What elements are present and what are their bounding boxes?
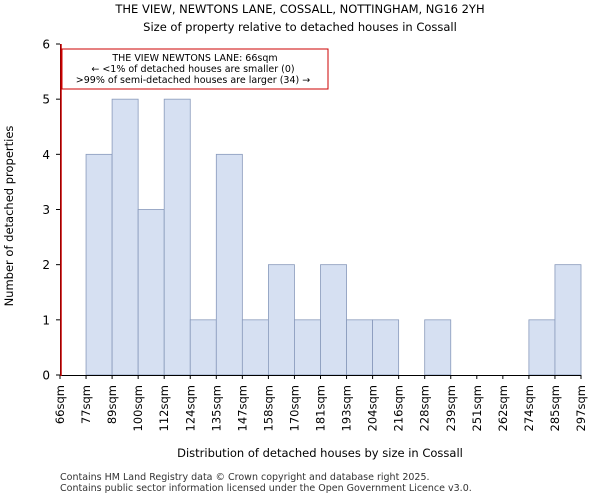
bar-204sqm <box>372 319 400 376</box>
x-tick-label: 135sqm <box>209 385 223 431</box>
bar-228sqm <box>424 319 452 376</box>
bar-124sqm <box>189 319 217 376</box>
x-tick-label: 285sqm <box>548 385 562 431</box>
y-tick-label: 0 <box>42 369 50 383</box>
y-tick-label: 2 <box>42 258 50 272</box>
chart-subtitle: Size of property relative to detached ho… <box>143 20 457 34</box>
footer-licence: Contains public sector information licen… <box>60 483 472 494</box>
bar-181sqm <box>320 264 347 376</box>
x-tick-label: 124sqm <box>183 385 197 431</box>
bar-112sqm <box>163 98 191 376</box>
bar-77sqm <box>85 153 113 376</box>
x-tick-label: 77sqm <box>79 385 93 424</box>
x-axis-ticks: 66sqm 77sqm 89sqm 100sqm 112sqm 124sqm 135sqm 1… <box>53 375 588 431</box>
x-tick-label: 66sqm <box>53 385 67 424</box>
bar-135sqm <box>215 153 243 376</box>
x-tick-label: 170sqm <box>287 385 301 431</box>
x-tick-label: 193sqm <box>340 385 354 431</box>
x-tick-label: 89sqm <box>105 385 119 424</box>
x-tick-label: 228sqm <box>418 385 432 431</box>
annotation-line-3: >99% of semi-detached houses are larger … <box>76 75 310 86</box>
bar-89sqm <box>111 98 139 376</box>
annotation-frame <box>61 48 329 90</box>
bar-100sqm <box>137 209 165 376</box>
bar-158sqm <box>267 264 295 376</box>
x-tick-label: 274sqm <box>522 385 536 431</box>
y-tick-label: 1 <box>42 313 50 327</box>
x-tick-label: 147sqm <box>235 385 249 431</box>
y-tick-label: 3 <box>42 203 50 217</box>
x-tick-label: 262sqm <box>496 385 510 431</box>
x-tick-label: 239sqm <box>444 385 458 431</box>
x-tick-label: 112sqm <box>157 385 171 431</box>
annotation-line-1: THE VIEW NEWTONS LANE: 66sqm <box>111 53 277 64</box>
x-tick-label: 204sqm <box>366 385 380 431</box>
y-tick-label: 4 <box>42 148 50 162</box>
y-axis-label: Number of detached properties <box>2 126 16 307</box>
x-tick-label: 181sqm <box>314 385 328 431</box>
footer-copyright: Contains HM Land Registry data © Crown c… <box>60 472 430 483</box>
y-axis-ticks: 0 1 2 3 4 5 6 <box>42 38 60 383</box>
bar-274sqm <box>528 319 556 376</box>
x-axis-label: Distribution of detached houses by size … <box>177 446 463 460</box>
y-tick-label: 5 <box>42 93 50 107</box>
annotation-line-2: ← <1% of detached houses are smaller (0) <box>91 64 294 75</box>
chart-title: THE VIEW, NEWTONS LANE, COSSALL, NOTTING… <box>114 2 484 16</box>
bars <box>85 98 582 376</box>
annotation-box: THE VIEW NEWTONS LANE: 66sqm ← <1% of de… <box>61 48 329 90</box>
x-tick-label: 297sqm <box>574 385 588 431</box>
bar-147sqm <box>241 319 269 376</box>
x-tick-label: 251sqm <box>470 385 484 431</box>
x-tick-label: 100sqm <box>131 385 145 431</box>
bar-193sqm <box>346 319 373 376</box>
x-tick-label: 158sqm <box>261 385 275 431</box>
bar-170sqm <box>294 319 321 376</box>
bar-285sqm <box>554 264 582 376</box>
x-tick-label: 216sqm <box>392 385 406 431</box>
y-tick-label: 6 <box>42 38 50 52</box>
